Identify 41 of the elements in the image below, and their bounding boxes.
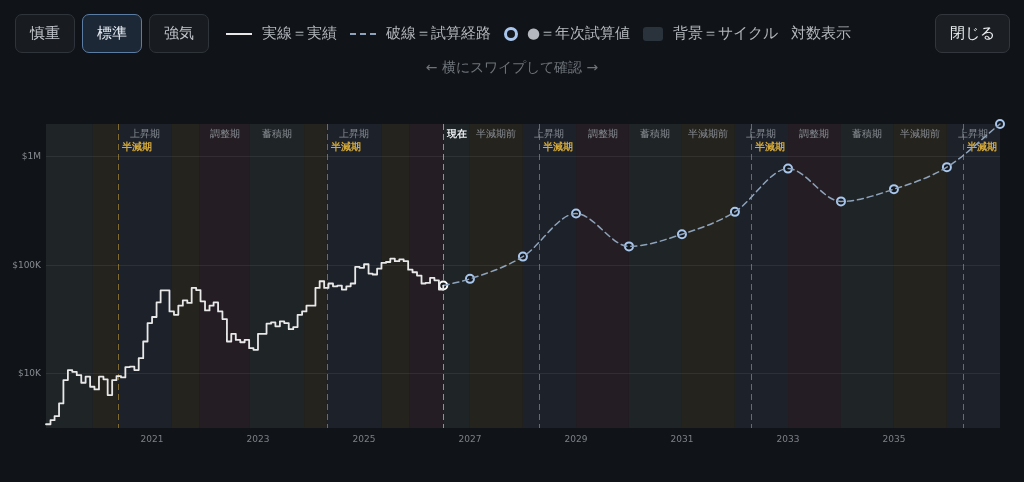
band-label: 調整期 xyxy=(587,127,618,139)
ref-line-label: 半減期 xyxy=(120,140,152,152)
x-tick-label: 2021 xyxy=(140,433,164,444)
legend-label: 破線＝試算経路 xyxy=(386,24,491,43)
legend-label: ●＝年次試算値 xyxy=(527,24,631,43)
text: 対数表示 xyxy=(791,24,852,43)
ref-line-label: 半減期 xyxy=(541,140,573,152)
band-label: 蓄積期 xyxy=(261,127,292,139)
y-tick-label: $100K xyxy=(12,259,43,270)
band-label: 蓄積期 xyxy=(852,127,883,139)
band-label: 上昇期 xyxy=(958,127,989,139)
x-tick-label: 2025 xyxy=(352,433,376,444)
toggle-button[interactable]: 強気 xyxy=(149,14,209,53)
x-tick-label: 2027 xyxy=(458,433,482,444)
ref-line-label: 現在 xyxy=(446,127,468,139)
band-label: 上昇期 xyxy=(534,127,565,139)
legend-label: 実線＝実績 xyxy=(262,24,337,43)
band-label: 調整期 xyxy=(799,127,830,139)
chart-subtitle: ← 横にスワイプして確認 → xyxy=(424,59,600,77)
band-label: 蓄積期 xyxy=(640,127,671,139)
x-tick-label: 2023 xyxy=(246,433,270,444)
x-tick-label: 2035 xyxy=(882,433,906,444)
toggle-button[interactable]: 慎重 xyxy=(15,14,75,53)
band-label: 半減期前 xyxy=(688,127,729,139)
toggle-button[interactable]: 標準 xyxy=(82,14,142,53)
x-tick-label: 2033 xyxy=(776,433,800,444)
x-tick-label: 2031 xyxy=(670,433,694,444)
band-label: 半減期前 xyxy=(900,127,941,139)
band-label: 半減期前 xyxy=(476,127,517,139)
text: 背景＝サイクル xyxy=(673,24,779,43)
close-button[interactable]: 閉じる xyxy=(935,14,1010,53)
y-tick-label: $1M xyxy=(21,151,41,162)
ref-line-label: 半減期 xyxy=(965,140,997,152)
band-label: 上昇期 xyxy=(339,127,370,139)
band-label: 調整期 xyxy=(209,127,240,139)
y-tick-label: $10K xyxy=(17,368,43,379)
ref-line-label: 半減期 xyxy=(329,140,361,152)
x-tick-label: 2029 xyxy=(564,433,588,444)
band-label: 上昇期 xyxy=(129,127,160,139)
ref-line-label: 半減期 xyxy=(753,140,785,152)
band-label: 上昇期 xyxy=(746,127,777,139)
